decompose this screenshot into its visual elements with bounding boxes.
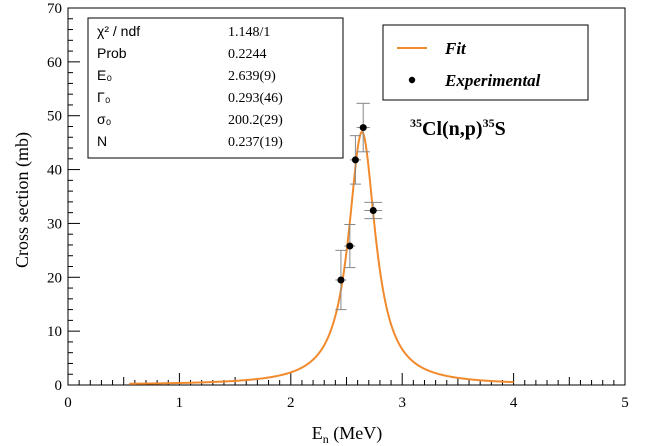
stats-label: N [97,133,107,149]
stats-label: Γ₀ [97,89,111,105]
stats-value: 200.2(29) [228,113,283,128]
stats-value: 2.639(9) [228,69,276,84]
y-tick-label: 60 [47,55,62,71]
fit-curve-layer [129,130,514,385]
y-tick-label: 30 [47,216,62,232]
x-tick-label: 5 [621,395,629,411]
legend: Fit Experimental [382,24,589,101]
x-axis-title-main: E [312,423,323,443]
stats-value: 0.293(46) [228,91,283,106]
x-tick-label: 1 [176,395,184,411]
reaction-main: Cl(n,p) [422,118,483,140]
data-point [335,249,347,311]
y-axis-title: Cross section (mb) [12,132,33,268]
data-marker [337,276,345,284]
y-tick-label: 20 [47,270,62,286]
legend-exp-marker [408,76,416,84]
data-point [344,224,356,269]
stats-label: σ₀ [97,111,112,127]
reaction-label: 35Cl(n,p)35S [410,116,506,140]
stats-label: E₀ [97,67,112,83]
x-tick-label: 2 [287,395,295,411]
data-point [356,102,370,153]
x-tick-label: 0 [64,395,72,411]
stats-value: 0.237(19) [228,135,283,150]
x-tick-label: 4 [510,395,518,411]
y-tick-label: 50 [47,109,62,125]
data-marker [346,242,354,250]
x-axis-title-sub: n [323,432,329,446]
x-tick-label: 3 [398,395,406,411]
data-points-layer [335,102,383,311]
stats-box: χ² / ndf 1.148/1 Prob 0.2244 E₀ 2.639(9) Γ₀ 0.2… [87,17,344,159]
data-point [364,201,383,220]
data-marker [351,156,359,164]
stats-value: 0.2244 [228,47,267,62]
x-axis-title-unit: (MeV) [329,423,382,444]
data-point [349,135,361,185]
y-tick-label: 0 [55,378,63,394]
stats-label: Prob [97,45,127,61]
y-tick-label: 70 [47,1,62,17]
data-marker [369,207,377,215]
y-tick-label: 40 [47,163,62,179]
stats-value: 1.148/1 [228,25,270,40]
data-marker [359,124,367,132]
reaction-sup1: 35 [410,116,422,130]
x-axis-title: En (MeV) [312,423,382,446]
reaction-tail: S [495,118,506,140]
reaction-sup2: 35 [483,116,495,130]
y-tick-label: 10 [47,324,62,340]
stats-label: χ² / ndf [97,23,140,39]
fit-curve [129,130,514,385]
legend-fit-label: Fit [444,39,467,58]
legend-exp-label: Experimental [444,71,541,90]
